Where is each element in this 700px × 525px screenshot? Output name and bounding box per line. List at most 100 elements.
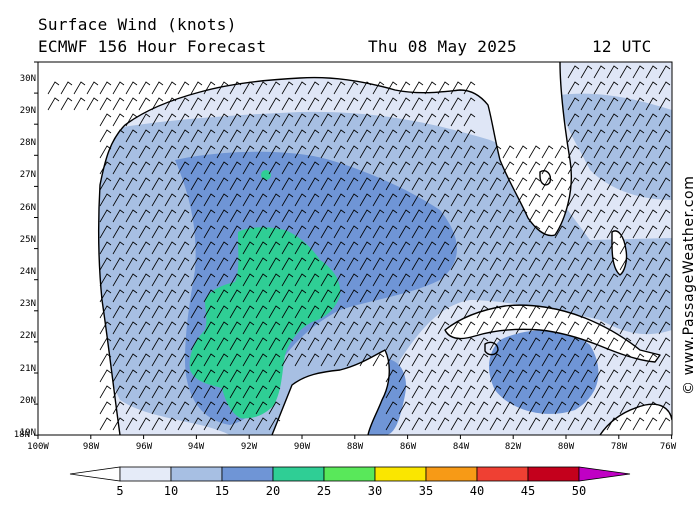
wind-barb [125, 257, 138, 271]
wind-barb [398, 305, 411, 319]
wind-barb [307, 273, 320, 287]
wind-barb [320, 193, 333, 207]
wind-barb [294, 257, 307, 271]
lon-label: 100W [27, 442, 49, 452]
wind-barb [151, 369, 164, 383]
wind-barb [229, 337, 242, 351]
wind-barb [216, 209, 229, 223]
wind-barb [489, 177, 502, 191]
wind-barb [294, 145, 307, 159]
wind-barb [580, 417, 593, 431]
wind-barb [294, 353, 307, 367]
wind-barb [255, 257, 268, 271]
wind-barb [242, 81, 255, 95]
wind-barb [190, 273, 203, 287]
wind-barb [190, 193, 203, 207]
wind-barb [242, 129, 255, 143]
wind-barb [359, 81, 372, 95]
wind-barb [515, 177, 528, 191]
wind-barb [372, 353, 385, 367]
wind-barb [424, 289, 437, 303]
wind-barb [242, 337, 255, 351]
wind-barb [645, 65, 658, 79]
wind-barb [606, 97, 619, 111]
wind-barb [606, 305, 619, 319]
wind-barb [437, 353, 450, 367]
wind-barb [437, 385, 450, 399]
wind-barb [346, 305, 359, 319]
legend-low-arrow [69, 466, 121, 482]
wind-barb [294, 321, 307, 335]
wind-barb [632, 273, 645, 287]
wind-barb [632, 177, 645, 191]
wind-barb [307, 289, 320, 303]
wind-barb [528, 321, 541, 335]
wind-barb [385, 369, 398, 383]
wind-barb [463, 225, 476, 239]
wind-barb [177, 241, 190, 255]
wind-barb [632, 193, 645, 207]
wind-barb [528, 145, 541, 159]
wind-barb [450, 241, 463, 255]
wind-barb [177, 113, 190, 127]
legend-segment [476, 466, 529, 482]
wind-barb [138, 113, 151, 127]
wind-barb [372, 273, 385, 287]
wind-barb [333, 337, 346, 351]
wind-barbs [47, 65, 671, 431]
wind-barb [268, 145, 281, 159]
wind-barb [255, 401, 268, 415]
lat-label: 26N [20, 203, 36, 213]
wind-barb [658, 113, 671, 127]
wind-barb [450, 305, 463, 319]
wind-barb [411, 177, 424, 191]
wind-barb [554, 401, 567, 415]
wind-barb [463, 337, 476, 351]
wind-barb [320, 209, 333, 223]
wind-barb [333, 81, 346, 95]
wind-barb [619, 273, 632, 287]
wind-barb [619, 337, 632, 351]
wind-barb [554, 369, 567, 383]
wind-barb [385, 353, 398, 367]
wind-barb [411, 257, 424, 271]
wind-barb [658, 273, 671, 287]
lon-label: 98W [83, 442, 100, 452]
wind-barb [567, 353, 580, 367]
wind-barb [424, 177, 437, 191]
wind-barb [450, 401, 463, 415]
lat-label: 19N [20, 428, 36, 438]
wind-barb [333, 257, 346, 271]
wind-barb [294, 177, 307, 191]
wind-barb [437, 97, 450, 111]
wind-barb [307, 113, 320, 127]
wind-barb [424, 369, 437, 383]
wind-barb [359, 321, 372, 335]
wind-barb [424, 385, 437, 399]
wind-barb [476, 337, 489, 351]
legend-label: 20 [266, 484, 280, 498]
wind-barb [541, 385, 554, 399]
wind-barb [398, 369, 411, 383]
wind-barb [359, 273, 372, 287]
wind-barb [255, 385, 268, 399]
wind-barb [437, 113, 450, 127]
wind-barb [112, 369, 125, 383]
wind-barb [151, 385, 164, 399]
wind-barb [528, 289, 541, 303]
wind-barb [99, 177, 112, 191]
wind-barb [112, 129, 125, 143]
wind-barb [398, 241, 411, 255]
wind-barb [229, 177, 242, 191]
wind-barb [619, 209, 632, 223]
wind-barb [359, 305, 372, 319]
wind-barb [463, 305, 476, 319]
wind-barb [112, 401, 125, 415]
lat-label: 30N [20, 74, 36, 84]
wind-barb [489, 225, 502, 239]
wind-barb [619, 97, 632, 111]
wind-barb [424, 97, 437, 111]
wind-barb [658, 161, 671, 175]
wind-barb [528, 209, 541, 223]
wind-barb [320, 113, 333, 127]
